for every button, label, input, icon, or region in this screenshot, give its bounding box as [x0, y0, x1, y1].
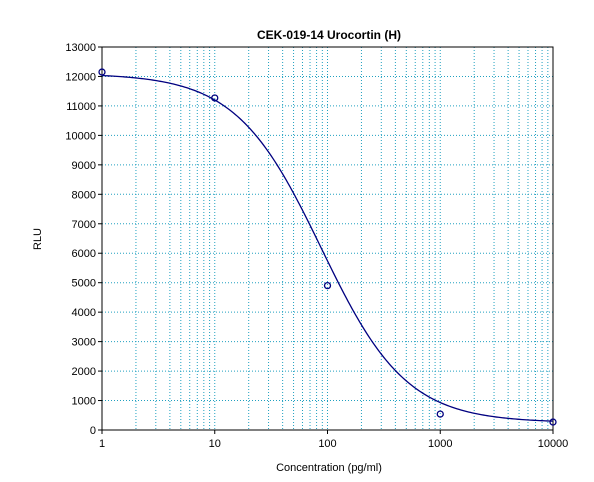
data-points	[98, 68, 557, 426]
y-tick-label: 12000	[65, 71, 96, 83]
x-tick-label: 10000	[538, 438, 569, 450]
y-tick-label: 4000	[72, 307, 96, 319]
y-tick-label: 5000	[72, 278, 96, 290]
x-tick-label: 100	[318, 438, 336, 450]
x-tick-label: 10	[209, 438, 221, 450]
x-tick-label: 1000	[428, 438, 452, 450]
y-tick-label: 9000	[72, 160, 96, 172]
x-axis: 1 10 100 1000 10000	[99, 430, 568, 450]
y-tick-label: 11000	[66, 101, 96, 113]
data-point	[323, 281, 332, 290]
y-tick-label: 13000	[65, 42, 96, 54]
y-tick-label: 7000	[72, 219, 96, 231]
x-axis-label: Concentration (pg/ml)	[276, 462, 382, 474]
y-tick-label: 2000	[72, 366, 96, 378]
data-point	[549, 418, 557, 426]
fit-curve	[101, 74, 554, 422]
y-tick-label: 6000	[72, 248, 96, 260]
y-tick-label: 1000	[72, 396, 96, 408]
y-axis: 0 1000 2000 3000 4000 5000 6000 7000 8000 9000 100…	[65, 42, 102, 437]
y-tick-label: 0	[90, 425, 96, 437]
y-tick-label: 8000	[72, 189, 96, 201]
data-point	[436, 410, 444, 418]
data-point	[98, 68, 106, 76]
x-tick-label: 1	[99, 438, 105, 450]
y-tick-label: 10000	[65, 130, 96, 142]
y-tick-label: 3000	[72, 337, 96, 349]
grid-lines	[102, 47, 553, 430]
data-point	[211, 94, 219, 102]
chart-title: CEK-019-14 Urocortin (H)	[257, 28, 401, 42]
y-axis-label: RLU	[32, 228, 44, 250]
